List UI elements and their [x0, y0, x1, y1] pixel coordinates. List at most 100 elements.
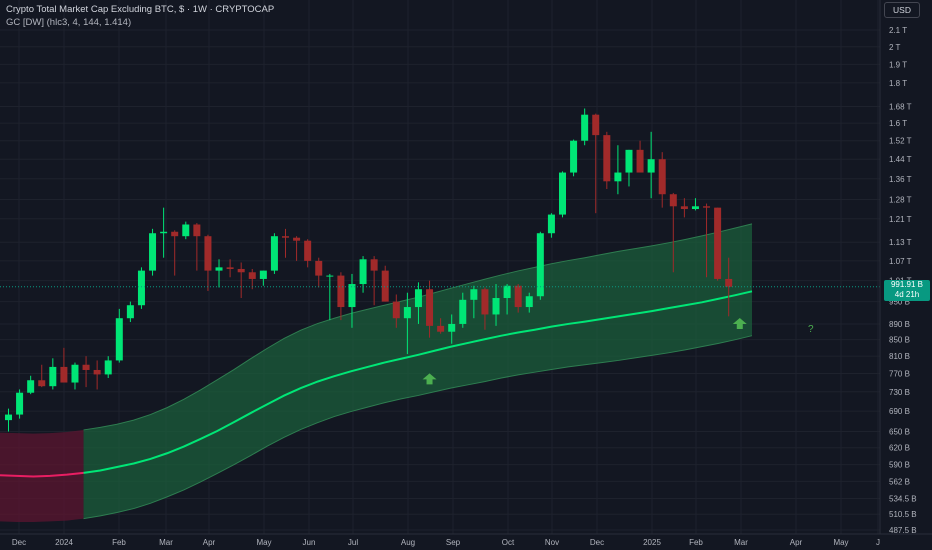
x-tick-label: Dec: [590, 538, 604, 547]
candle-bullish: [403, 307, 411, 319]
y-tick-label: 1.36 T: [889, 175, 912, 184]
candle-bullish: [359, 259, 367, 285]
candle-bearish: [171, 231, 179, 237]
candle-bullish: [115, 318, 123, 361]
x-tick-label: 2024: [55, 538, 73, 547]
candle-bearish: [725, 278, 733, 287]
candle-bearish: [315, 260, 323, 276]
channel-mid-line: [83, 290, 753, 474]
candle-bearish: [669, 194, 677, 207]
last-price-value: 991.91 B: [890, 280, 924, 289]
x-tick-label: Mar: [734, 538, 748, 547]
candle-bullish: [525, 296, 533, 308]
x-tick-label: Feb: [112, 538, 126, 547]
y-tick-label: 810 B: [889, 352, 910, 361]
y-tick-label: 487.5 B: [889, 526, 917, 535]
up-arrow-icon: [422, 373, 437, 385]
candle-bearish: [636, 149, 644, 173]
candle-bearish: [204, 236, 212, 271]
candle-bullish: [259, 270, 267, 279]
candle-bearish: [248, 272, 256, 279]
candle-bullish: [459, 299, 467, 324]
candle-bullish: [570, 140, 578, 173]
y-tick-label: 1.21 T: [889, 215, 912, 224]
candle-bearish: [381, 270, 389, 302]
x-tick-label: Apr: [203, 538, 216, 547]
candle-bullish: [326, 275, 334, 277]
candle-bearish: [426, 289, 434, 326]
y-tick-label: 1.07 T: [889, 257, 912, 266]
x-tick-label: May: [256, 538, 271, 547]
candle-bullish: [581, 114, 589, 141]
y-tick-label: 1.13 T: [889, 238, 912, 247]
x-tick-label: Jul: [348, 538, 358, 547]
y-tick-label: 730 B: [889, 388, 910, 397]
candle-bearish: [226, 267, 234, 269]
candle-bullish: [492, 298, 500, 315]
candle-bearish: [392, 301, 400, 319]
up-arrow-icon: [732, 317, 747, 329]
candle-bullish: [536, 233, 544, 297]
x-tick-label: Nov: [545, 538, 559, 547]
candle-bearish: [592, 114, 600, 136]
x-tick-label: Oct: [502, 538, 515, 547]
x-tick-label: Aug: [401, 538, 415, 547]
y-tick-label: 562 B: [889, 477, 910, 486]
candle-bullish: [647, 159, 655, 173]
y-tick-label: 850 B: [889, 336, 910, 345]
y-tick-label: 1.9 T: [889, 60, 907, 69]
candle-bearish: [370, 259, 378, 271]
candle-bearish: [603, 135, 611, 182]
candle-bearish: [60, 366, 68, 383]
candle-bullish: [215, 267, 223, 271]
candle-bearish: [304, 240, 312, 261]
candle-bullish: [160, 231, 168, 234]
candle-bearish: [658, 159, 666, 195]
candle-bearish: [337, 275, 345, 308]
y-tick-label: 590 B: [889, 461, 910, 470]
y-tick-label: 890 B: [889, 320, 910, 329]
candle-bearish: [703, 206, 711, 208]
x-tick-label: Dec: [12, 538, 26, 547]
candle-bearish: [193, 224, 201, 237]
question-mark-annotation: ?: [808, 324, 814, 335]
y-tick-label: 534.5 B: [889, 494, 917, 503]
y-tick-label: 1.52 T: [889, 137, 912, 146]
candle-bullish: [348, 284, 356, 308]
candle-bullish: [16, 392, 24, 415]
candle-bearish: [82, 364, 90, 370]
bar-countdown: 4d 21h: [894, 290, 920, 299]
candle-bearish: [237, 268, 245, 273]
candle-bullish: [5, 414, 12, 421]
x-tick-label: Feb: [689, 538, 703, 547]
candle-bullish: [104, 360, 112, 375]
y-tick-label: 650 B: [889, 428, 910, 437]
y-tick-label: 1.28 T: [889, 196, 912, 205]
y-tick-label: 2.1 T: [889, 26, 907, 35]
candle-bearish: [38, 380, 46, 387]
candle-bearish: [680, 206, 688, 210]
candle-bullish: [691, 206, 699, 210]
candle-bullish: [448, 323, 456, 332]
candle-bullish: [27, 380, 35, 393]
candle-bullish: [625, 149, 633, 173]
y-tick-label: 620 B: [889, 444, 910, 453]
indicator-legend[interactable]: GC [DW] (hlc3, 4, 144, 1.414): [6, 17, 132, 28]
candle-bullish: [614, 172, 622, 182]
candle-bearish: [293, 237, 301, 241]
candle-bearish: [282, 236, 289, 238]
channel-band: [83, 223, 753, 519]
candle-bullish: [182, 224, 190, 237]
x-tick-label: 2025: [643, 538, 661, 547]
x-tick-label: Mar: [159, 538, 173, 547]
channel-mid-line-bearish: [0, 471, 84, 478]
candle-bullish: [137, 270, 145, 306]
chart-title: Crypto Total Market Cap Excluding BTC, $…: [6, 4, 275, 15]
y-tick-label: 690 B: [889, 407, 910, 416]
currency-button[interactable]: USD: [884, 2, 920, 18]
x-tick-label: May: [833, 538, 848, 547]
candle-bearish: [437, 325, 445, 332]
x-tick-label: J: [876, 538, 880, 547]
y-tick-label: 510.5 B: [889, 510, 917, 519]
